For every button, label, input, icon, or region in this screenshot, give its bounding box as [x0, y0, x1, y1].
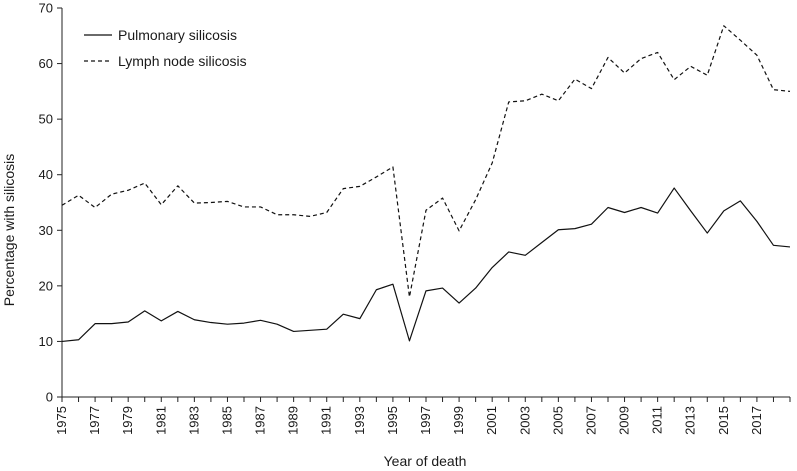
y-axis-title: Percentage with silicosis	[1, 154, 17, 307]
y-tick-label: 10	[39, 334, 53, 349]
legend-label-pulmonary: Pulmonary silicosis	[118, 27, 237, 43]
x-tick-label: 1995	[385, 406, 400, 435]
x-tick-label: 1997	[418, 406, 433, 435]
x-tick-label: 2013	[683, 406, 698, 435]
x-tick-label: 1991	[319, 406, 334, 435]
x-tick-label: 1999	[451, 406, 466, 435]
series-layer	[61, 25, 791, 343]
x-tick-label: 2007	[583, 406, 598, 435]
x-tick-label: 2001	[484, 406, 499, 435]
x-tick-label: 2017	[749, 406, 764, 435]
series-line-pulmonary-silicosis	[61, 187, 791, 343]
y-tick-label: 60	[39, 56, 53, 71]
x-tick-label: 1989	[286, 406, 301, 435]
x-tick-label: 2015	[716, 406, 731, 435]
x-tick-label: 1981	[153, 406, 168, 435]
y-tick-label: 30	[39, 223, 53, 238]
y-tick-label: 50	[39, 112, 53, 127]
y-tick-label: 40	[39, 167, 53, 182]
x-axis-title: Year of death	[384, 453, 467, 469]
x-tick-label: 1993	[352, 406, 367, 435]
x-tick-label: 1987	[253, 406, 268, 435]
x-tick-label: 1977	[87, 406, 102, 435]
x-tick-label: 2005	[550, 406, 565, 435]
y-tick-label: 70	[39, 1, 53, 16]
legend: Pulmonary silicosis Lymph node silicosis	[84, 27, 247, 69]
legend-label-lymph-node: Lymph node silicosis	[118, 53, 247, 69]
x-tick-label: 1979	[120, 406, 135, 435]
x-tick-label: 1985	[219, 406, 234, 435]
x-tick-label: 1975	[54, 406, 69, 435]
x-tick-label: 2003	[517, 406, 532, 435]
y-tick-label: 0	[46, 390, 53, 405]
y-tick-label: 20	[39, 278, 53, 293]
series-line-lymph-node-silicosis	[61, 25, 791, 298]
x-tick-label: 2009	[617, 406, 632, 435]
x-tick-label: 1983	[186, 406, 201, 435]
axes: 0 10 20 30 40 50 60 70 1975 1977 1979 1981 1983 1985 1…	[39, 1, 791, 435]
x-tick-label: 2011	[650, 406, 665, 434]
